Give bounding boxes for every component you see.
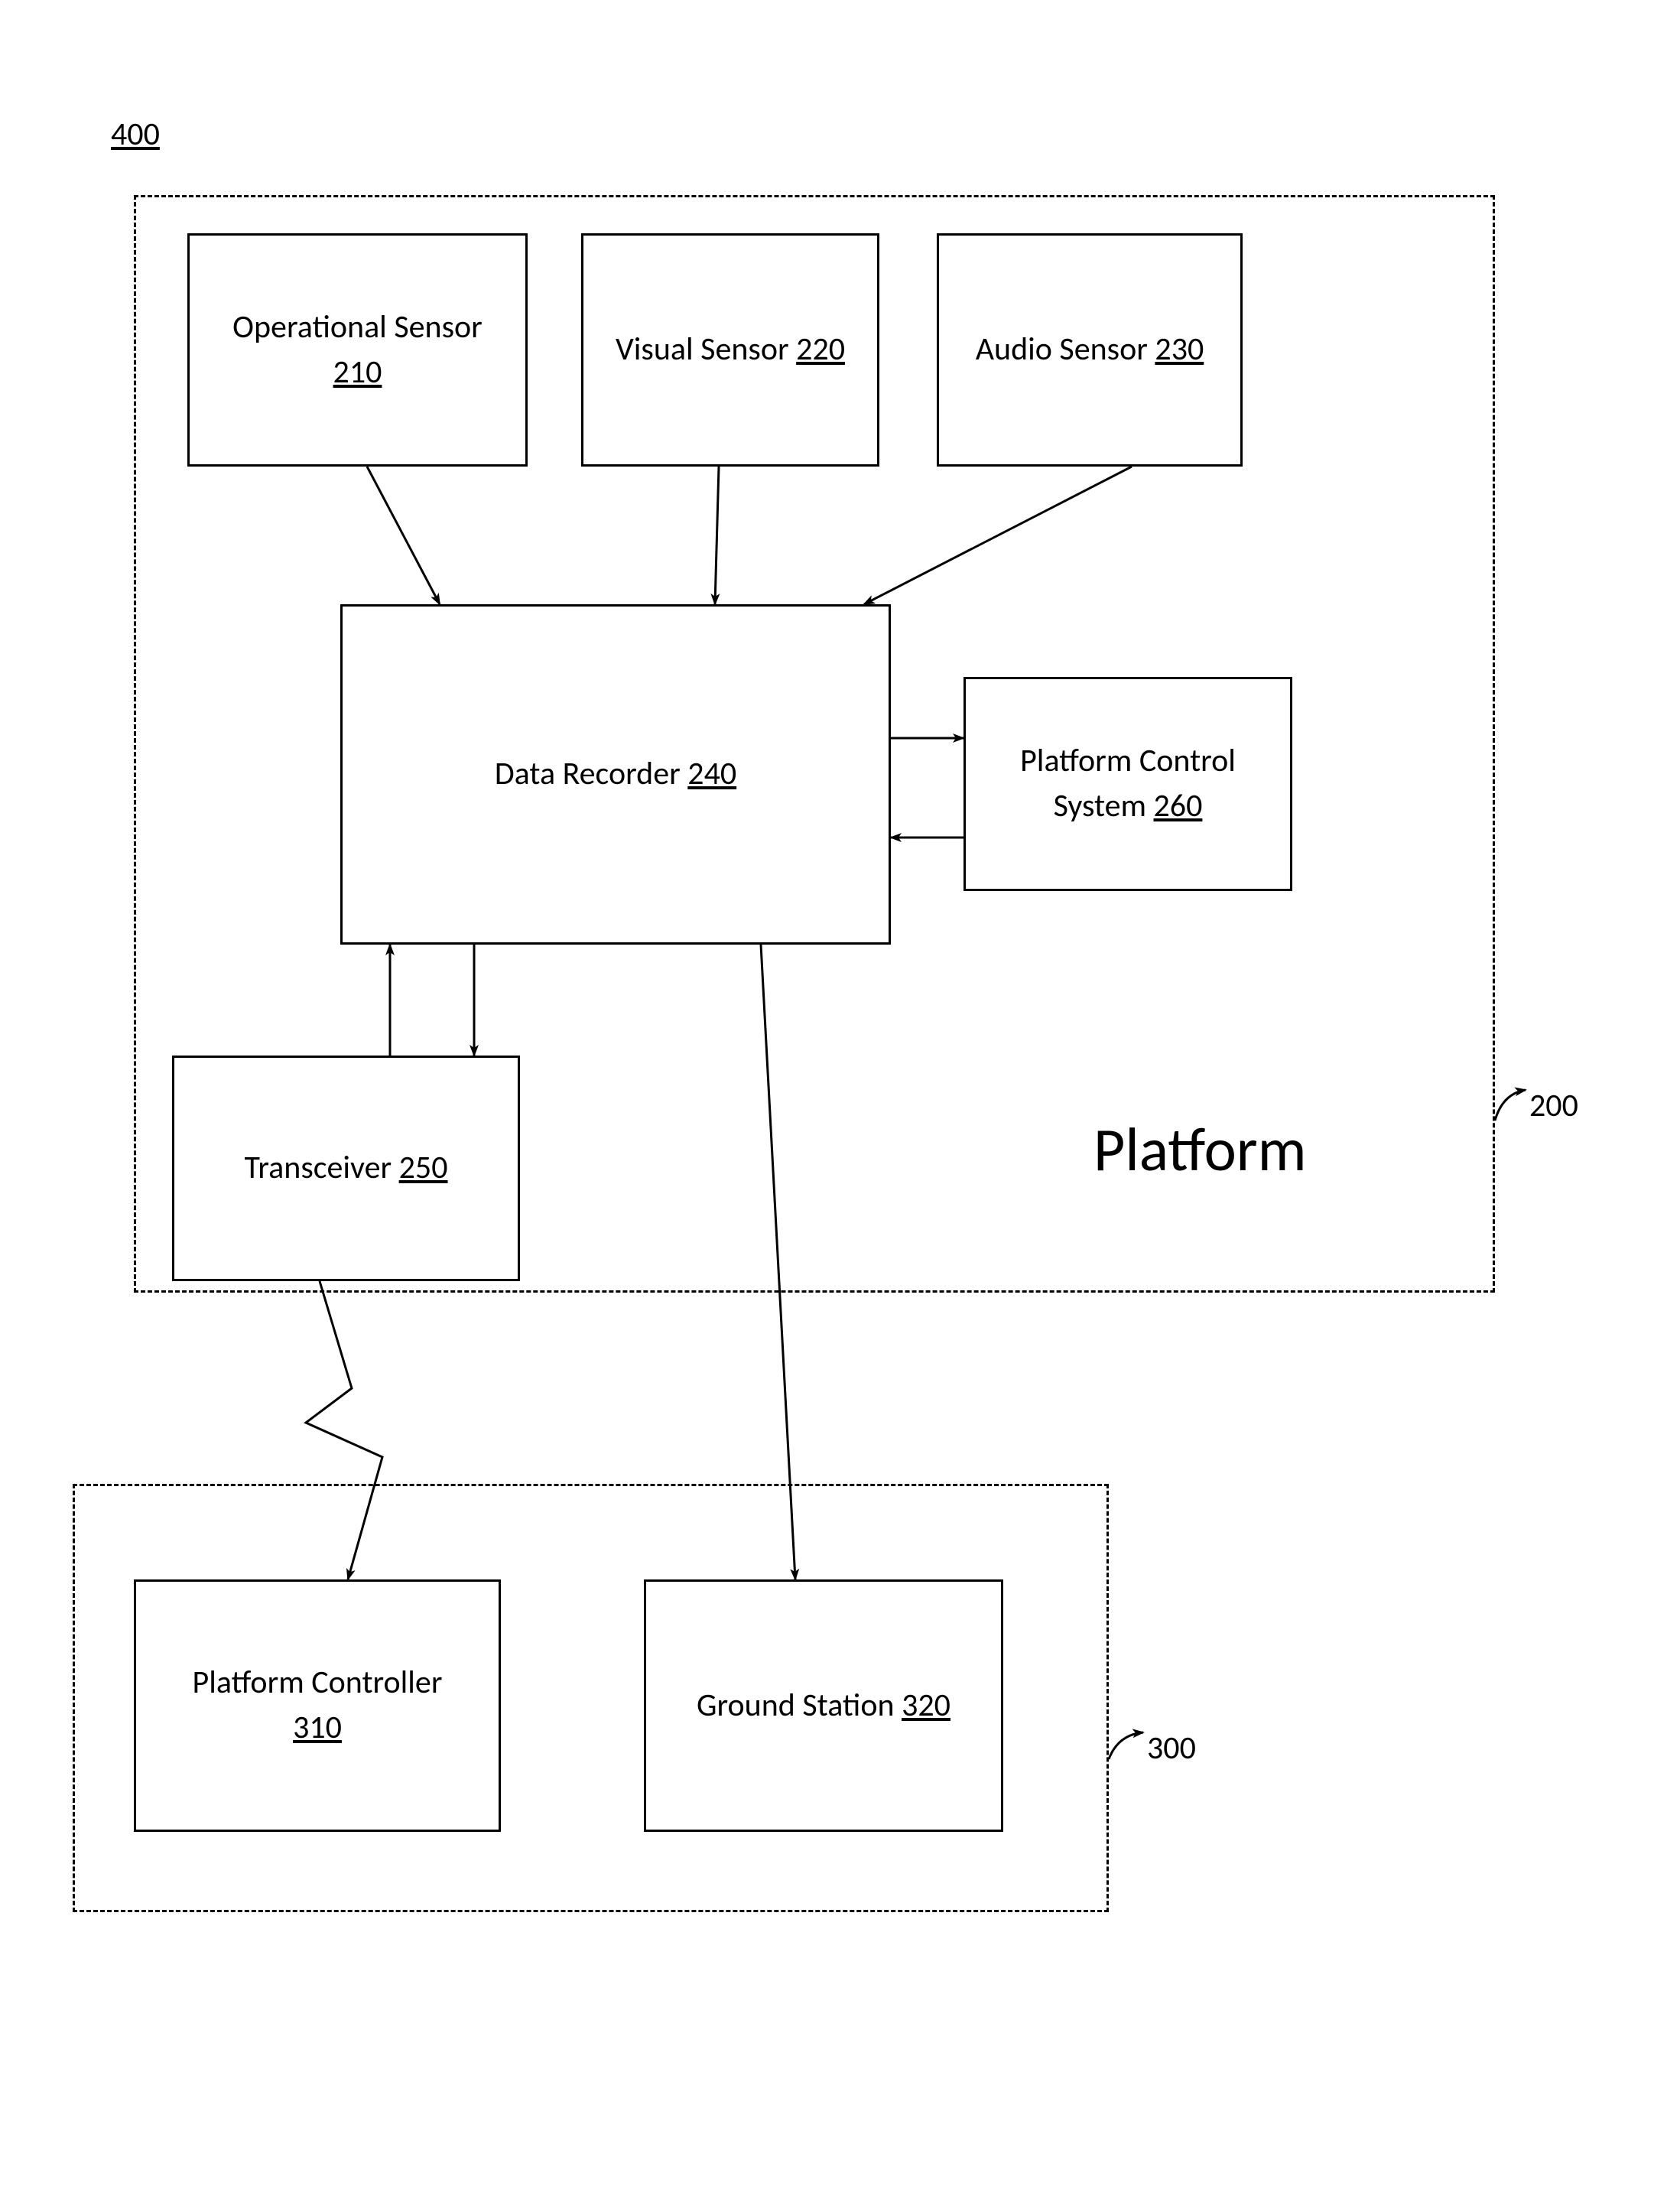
node-ref: 320: [902, 1686, 950, 1725]
callout-arrow-platform: [1495, 1090, 1526, 1121]
callout-arrow-ground: [1109, 1732, 1143, 1759]
node-label: Ground Station 320: [697, 1683, 950, 1729]
node-audio-sensor: Audio Sensor 230: [937, 233, 1243, 467]
node-label: Data Recorder 240: [495, 752, 736, 797]
node-label-text: Operational Sensor: [232, 307, 483, 346]
node-label-text: Ground Station: [697, 1686, 895, 1725]
node-ref: 220: [796, 330, 845, 369]
node-ref: 240: [687, 754, 736, 793]
node-operational-sensor: Operational Sensor 210: [187, 233, 528, 467]
node-ref: 260: [1154, 786, 1203, 825]
node-platform-controller: Platform Controller 310: [134, 1579, 501, 1832]
node-ref: 230: [1155, 330, 1204, 369]
platform-title: Platform: [1093, 1113, 1307, 1187]
node-data-recorder: Data Recorder 240: [340, 604, 891, 945]
node-ref: 210: [333, 353, 382, 392]
node-label: Platform Controller 310: [193, 1661, 443, 1751]
figure-reference: 400: [111, 115, 160, 154]
node-label-text-line1: Platform Control: [1020, 741, 1236, 780]
node-label-text: Data Recorder: [495, 754, 681, 793]
node-transceiver: Transceiver 250: [172, 1056, 520, 1281]
node-label: Transceiver 250: [244, 1146, 447, 1191]
node-label: Platform Control System 260: [1020, 739, 1236, 829]
node-label-text: Visual Sensor: [616, 330, 789, 369]
node-label-text: Platform Controller: [193, 1663, 443, 1702]
node-platform-control-system: Platform Control System 260: [963, 677, 1292, 891]
node-ref: 250: [399, 1148, 448, 1187]
diagram-canvas: 400 Platform 200 300 Operational Sensor …: [0, 0, 1654, 2212]
node-label: Operational Sensor 210: [232, 305, 483, 395]
ground-callout-label: 300: [1147, 1729, 1196, 1768]
node-ref: 310: [293, 1708, 342, 1747]
platform-callout-label: 200: [1529, 1086, 1578, 1125]
node-label-text: Audio Sensor: [976, 330, 1148, 369]
node-visual-sensor: Visual Sensor 220: [581, 233, 879, 467]
node-ground-station: Ground Station 320: [644, 1579, 1003, 1832]
node-label: Visual Sensor 220: [616, 327, 845, 372]
node-label-text-line2: System: [1054, 786, 1154, 825]
node-label-text: Transceiver: [244, 1148, 392, 1187]
node-label: Audio Sensor 230: [976, 327, 1204, 372]
